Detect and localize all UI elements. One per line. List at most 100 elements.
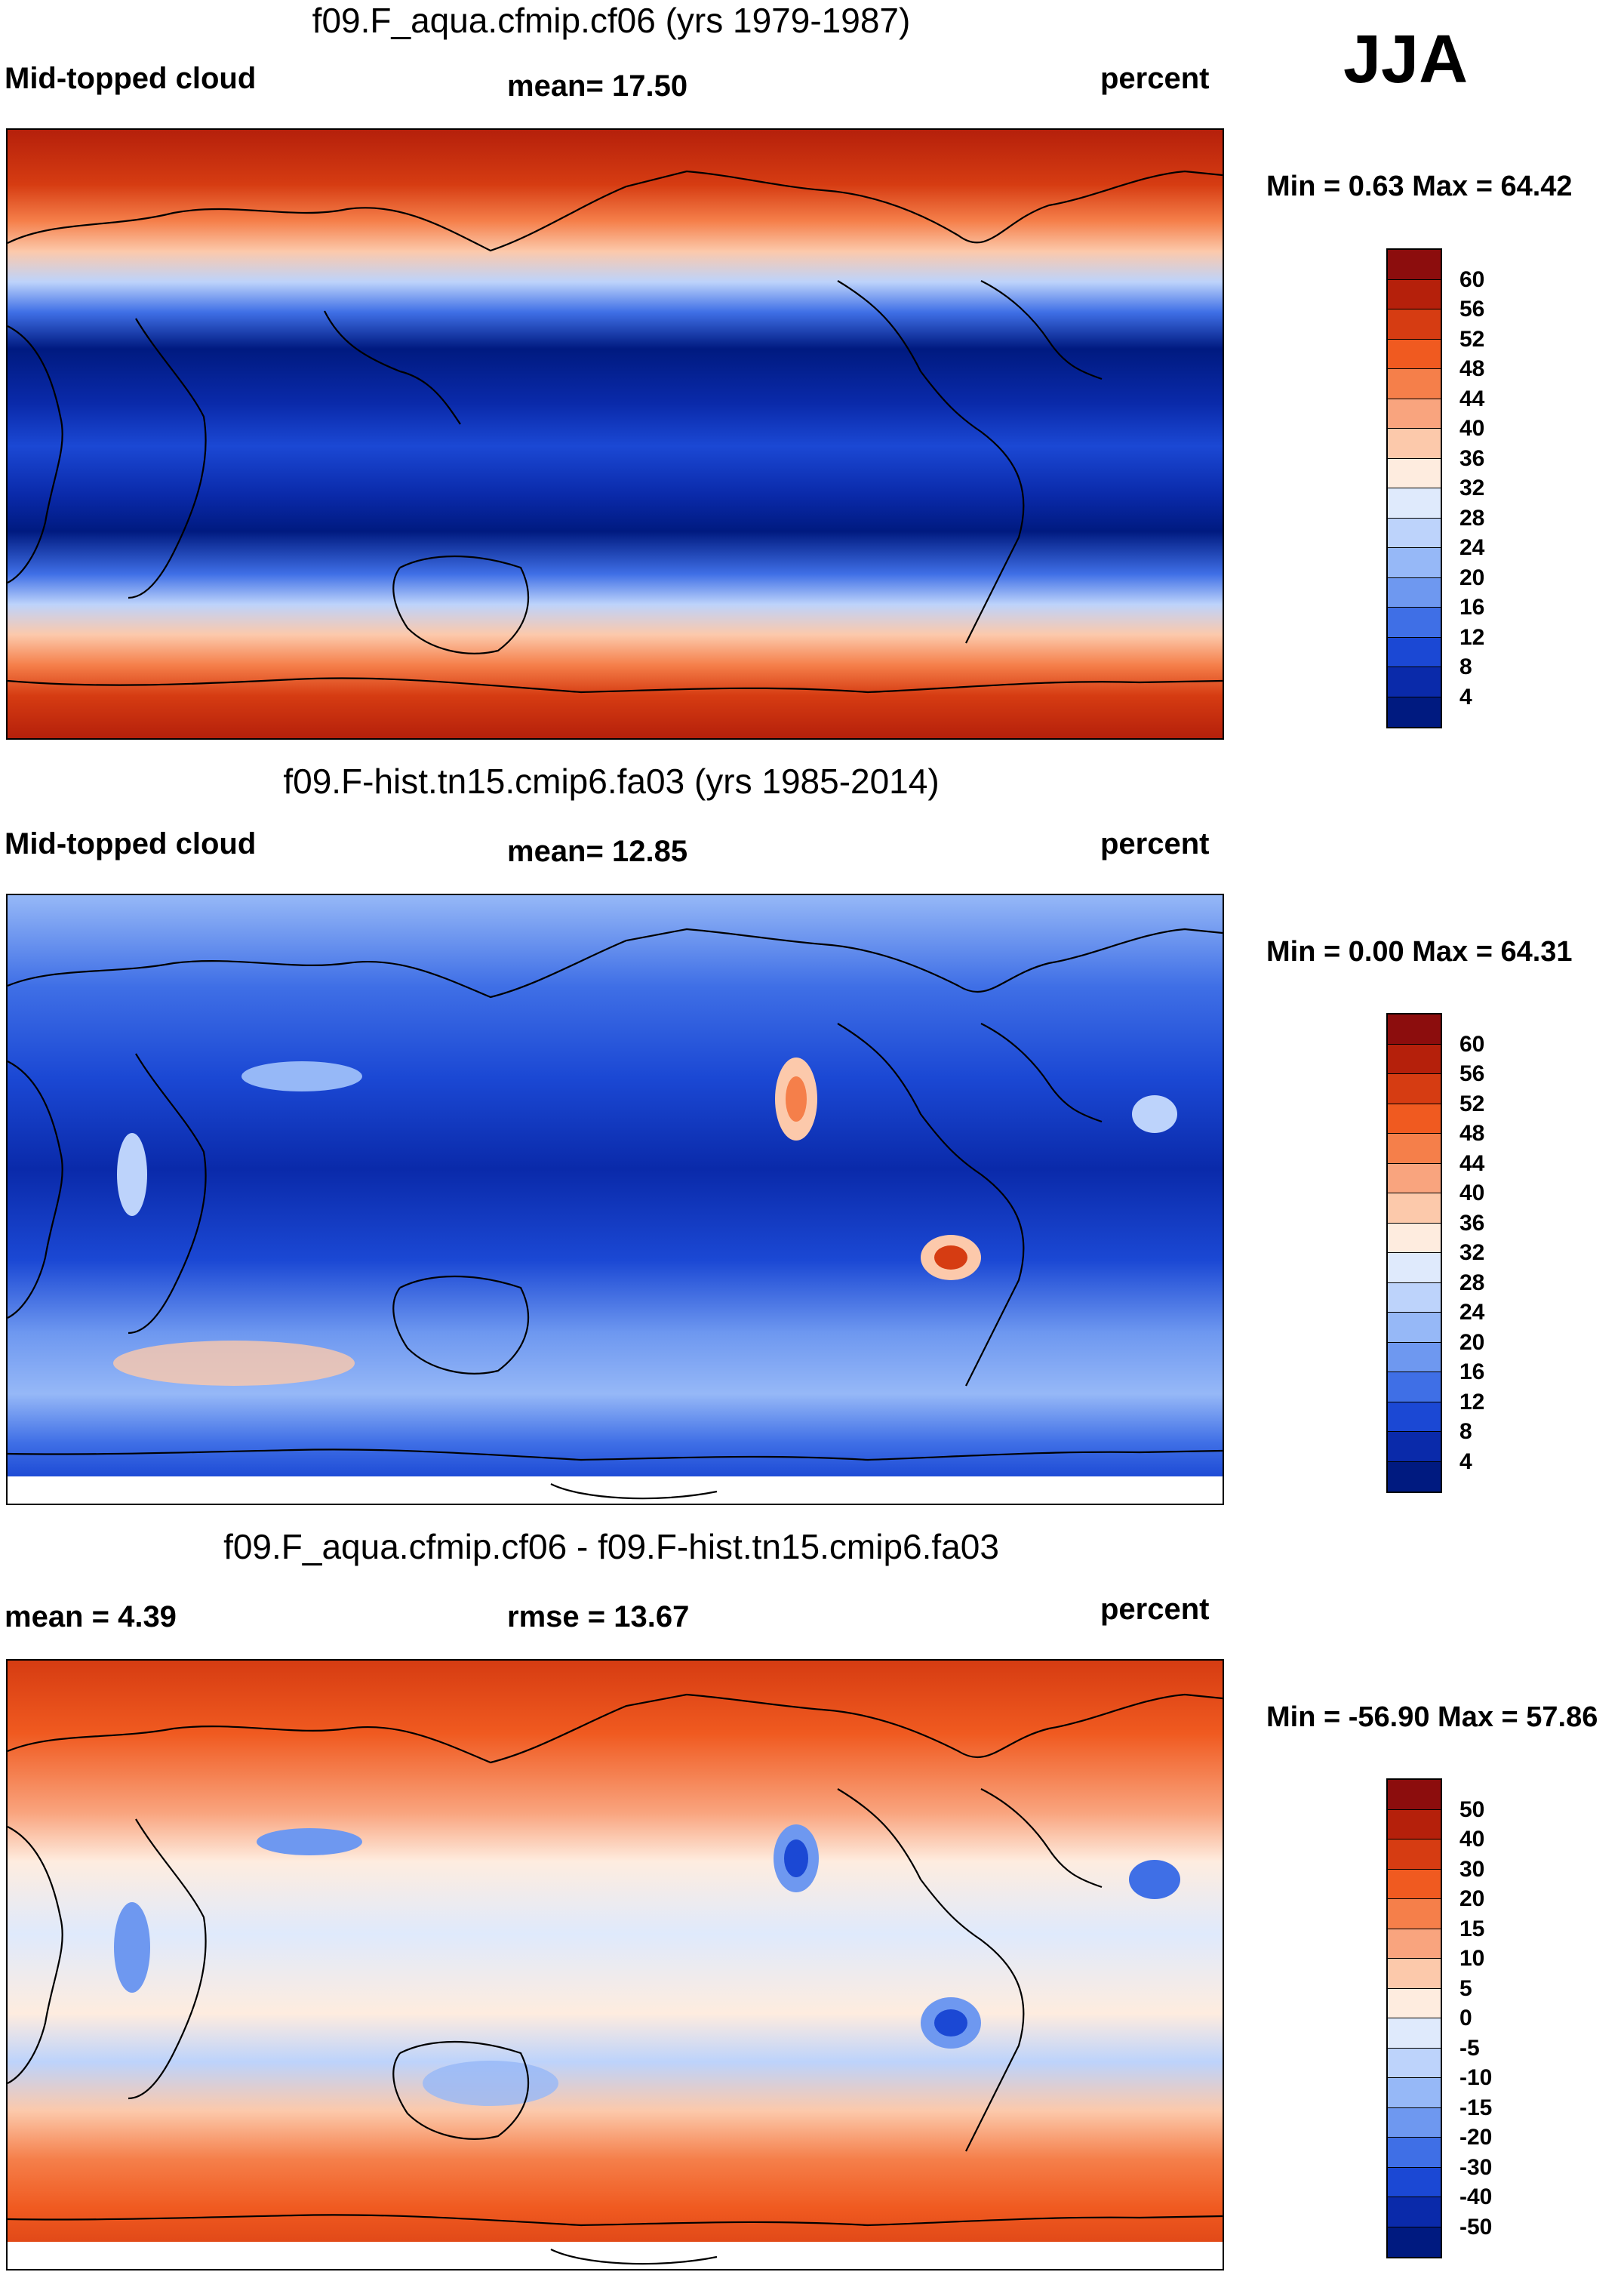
colorbar-tick-label: 8 [1459,654,1472,679]
colorbar-swatch [1388,518,1441,548]
panel2-colorbar [1386,1013,1442,1493]
panel2-map-field [8,895,1223,1504]
colorbar-tick-label: 8 [1459,1419,1472,1444]
colorbar-swatch [1388,488,1441,519]
colorbar-tick-label: 28 [1459,1270,1485,1295]
panel1-variable-label: Mid-topped cloud [5,62,257,95]
panel1-mean-label: mean= 17.50 [507,69,688,103]
colorbar-tick-label: 60 [1459,266,1485,292]
panel2-mean-label: mean= 12.85 [507,835,688,868]
colorbar-tick-label: 16 [1459,1359,1485,1384]
colorbar-swatch [1388,250,1441,280]
colorbar-swatch [1388,1253,1441,1283]
colorbar-tick-label: 0 [1459,2006,1472,2030]
panel3-map [6,1659,1224,2270]
colorbar-tick-label: 52 [1459,1091,1485,1116]
colorbar-swatch [1388,1432,1441,1462]
colorbar-swatch [1388,2018,1441,2049]
colorbar-swatch [1388,279,1441,309]
colorbar-tick-label: 24 [1459,535,1485,560]
colorbar-tick-label: -15 [1459,2095,1493,2120]
panel3-map-field [8,1661,1223,2269]
colorbar-tick-label: 15 [1459,1916,1485,1941]
colorbar-tick-label: 30 [1459,1856,1485,1882]
colorbar-swatch [1388,1988,1441,2018]
colorbar-swatch [1388,2107,1441,2138]
colorbar-tick-label: -30 [1459,2154,1493,2180]
colorbar-tick-label: 20 [1459,565,1485,590]
colorbar-tick-label: 56 [1459,1061,1485,1086]
colorbar-tick-label: 5 [1459,1975,1472,2001]
colorbar-tick-label: 44 [1459,1150,1485,1176]
colorbar-tick-label: 36 [1459,1210,1485,1236]
colorbar-tick-label: 32 [1459,476,1485,500]
colorbar-swatch [1388,1163,1441,1193]
panel2-minmax: Min = 0.00 Max = 64.31 [1266,936,1573,968]
colorbar-swatch [1388,2167,1441,2197]
colorbar-tick-label: 4 [1459,684,1472,710]
colorbar-swatch [1388,667,1441,697]
colorbar-tick-label: 12 [1459,1389,1485,1415]
panel2-units-label: percent [1100,827,1210,860]
panel3-units-label: percent [1100,1593,1210,1626]
panel3-mean-label: mean = 4.39 [5,1600,177,1633]
panel1-minmax: Min = 0.63 Max = 64.42 [1266,171,1573,202]
colorbar-swatch [1388,1074,1441,1104]
colorbar-swatch [1388,637,1441,667]
colorbar-tick-label: 20 [1459,1886,1485,1911]
colorbar-swatch [1388,458,1441,488]
colorbar-swatch [1388,1929,1441,1959]
colorbar-swatch [1388,548,1441,578]
colorbar-swatch [1388,1869,1441,1899]
colorbar-swatch [1388,2048,1441,2078]
panel3-rmse-label: rmse = 13.67 [507,1600,690,1633]
colorbar-swatch [1388,309,1441,340]
panel3-title: f09.F_aqua.cfmip.cf06 - f09.F-hist.tn15.… [223,1527,999,1566]
colorbar-tick-label: 48 [1459,1121,1485,1146]
colorbar-swatch [1388,1342,1441,1372]
panel3-colorbar [1386,1778,1442,2258]
colorbar-swatch [1388,697,1441,727]
colorbar-tick-label: 60 [1459,1031,1485,1057]
colorbar-tick-label: 48 [1459,356,1485,381]
colorbar-tick-label: 40 [1459,1181,1485,1205]
colorbar-tick-label: 52 [1459,326,1485,352]
colorbar-swatch [1388,2197,1441,2227]
colorbar-swatch [1388,1134,1441,1164]
colorbar-tick-label: -50 [1459,2214,1493,2240]
panel1-units-label: percent [1100,62,1210,95]
colorbar-swatch [1388,1104,1441,1134]
colorbar-tick-label: -10 [1459,2065,1493,2090]
colorbar-swatch [1388,369,1441,399]
colorbar-tick-label: -5 [1459,2035,1480,2061]
colorbar-swatch [1388,1313,1441,1343]
colorbar-tick-label: 40 [1459,416,1485,441]
colorbar-tick-label: 24 [1459,1300,1485,1325]
colorbar-swatch [1388,2078,1441,2108]
colorbar-swatch [1388,339,1441,369]
colorbar-tick-label: 28 [1459,505,1485,531]
colorbar-tick-label: 36 [1459,445,1485,471]
colorbar-swatch [1388,2227,1441,2257]
colorbar-swatch [1388,1223,1441,1253]
colorbar-swatch [1388,577,1441,608]
colorbar-tick-label: 10 [1459,1946,1485,1971]
colorbar-swatch [1388,1193,1441,1224]
colorbar-tick-label: 4 [1459,1448,1472,1474]
panel2-map [6,894,1224,1505]
colorbar-swatch [1388,429,1441,459]
colorbar-tick-label: -20 [1459,2125,1493,2150]
colorbar-swatch [1388,2138,1441,2168]
colorbar-tick-label: 56 [1459,297,1485,322]
colorbar-swatch [1388,1959,1441,1989]
colorbar-tick-label: 20 [1459,1329,1485,1355]
colorbar-swatch [1388,1899,1441,1929]
panel2-title: f09.F-hist.tn15.cmip6.fa03 (yrs 1985-201… [283,762,940,801]
colorbar-swatch [1388,1809,1441,1839]
colorbar-swatch [1388,1402,1441,1432]
season-label: JJA [1343,22,1469,97]
colorbar-swatch [1388,1044,1441,1074]
panel1-colorbar [1386,248,1442,728]
colorbar-swatch [1388,1839,1441,1870]
colorbar-swatch [1388,1282,1441,1313]
